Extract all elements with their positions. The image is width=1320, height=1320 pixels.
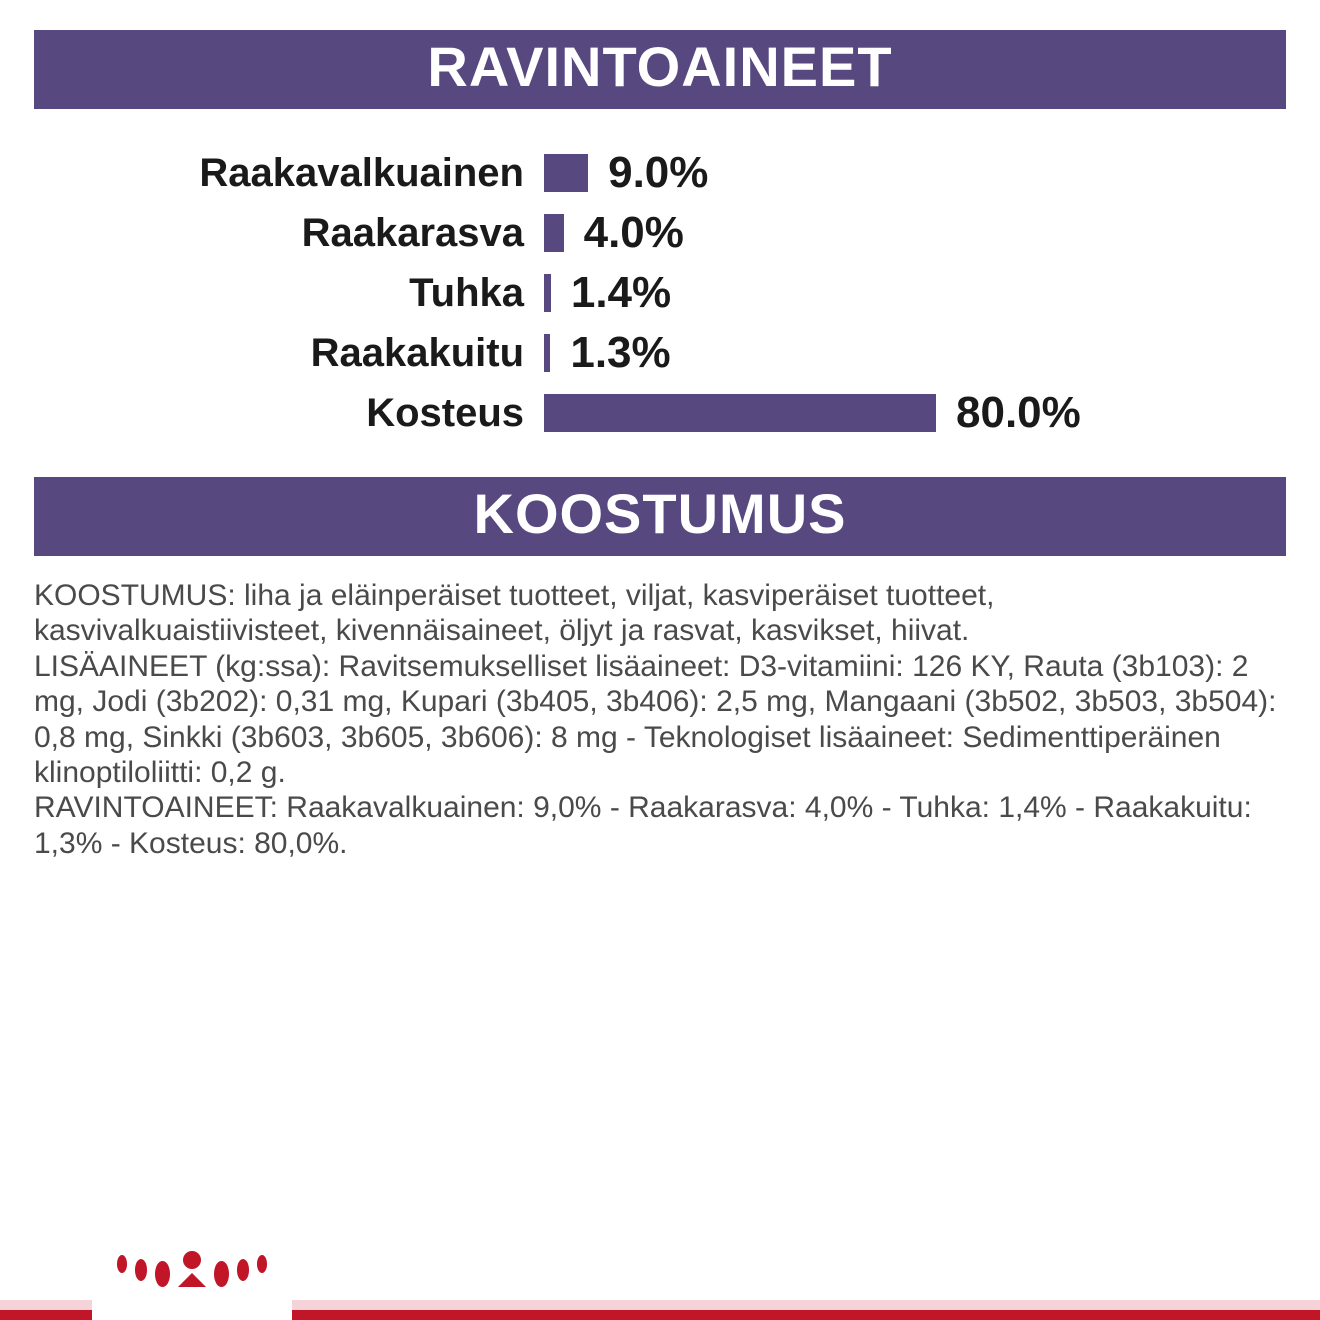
bar-wrap: 1.3% — [544, 323, 1286, 383]
nutrient-value: 4.0% — [584, 208, 684, 258]
nutrient-value: 1.4% — [571, 268, 671, 318]
composition-line: RAVINTOAINEET: Raakavalkuainen: 9,0% - R… — [34, 790, 1286, 861]
footer — [0, 1175, 1320, 1320]
nutrient-row: Raakarasva 4.0% — [34, 203, 1286, 263]
nutrient-label: Tuhka — [34, 271, 544, 316]
crown-orb — [117, 1255, 127, 1273]
nutrient-value: 9.0% — [608, 148, 708, 198]
composition-line: LISÄAINEET (kg:ssa): Ravitsemukselliset … — [34, 649, 1286, 791]
nutrient-row: Kosteus 80.0% — [34, 383, 1286, 443]
nutrient-bar — [544, 394, 936, 432]
bar-wrap: 9.0% — [544, 143, 1286, 203]
nutrient-label: Kosteus — [34, 391, 544, 436]
composition-header: KOOSTUMUS — [34, 477, 1286, 556]
crown-orb — [135, 1259, 147, 1281]
crown-icon — [117, 1217, 267, 1287]
nutrient-bar — [544, 274, 551, 312]
nutrient-value: 80.0% — [956, 388, 1081, 438]
composition-text: KOOSTUMUS: liha ja eläinperäiset tuottee… — [34, 578, 1286, 861]
crown-orb — [155, 1261, 170, 1287]
nutrients-header: RAVINTOAINEET — [34, 30, 1286, 109]
nutrient-bar — [544, 334, 550, 372]
brand-logo — [92, 1175, 292, 1320]
composition-line: KOOSTUMUS: liha ja eläinperäiset tuottee… — [34, 578, 1286, 649]
nutrient-row: Raakavalkuainen 9.0% — [34, 143, 1286, 203]
nutrient-bar — [544, 214, 564, 252]
crown-center — [178, 1251, 206, 1287]
page: RAVINTOAINEET Raakavalkuainen9.0%Raakara… — [0, 0, 1320, 1320]
crown-orb — [237, 1259, 249, 1281]
bar-wrap: 4.0% — [544, 203, 1286, 263]
nutrient-label: Raakavalkuainen — [34, 151, 544, 196]
bar-wrap: 1.4% — [544, 263, 1286, 323]
crown-orb — [257, 1255, 267, 1273]
crown-point — [178, 1273, 206, 1287]
nutrient-value: 1.3% — [570, 328, 670, 378]
nutrient-row: Tuhka 1.4% — [34, 263, 1286, 323]
nutrient-row: Raakakuitu 1.3% — [34, 323, 1286, 383]
crown-top — [183, 1251, 201, 1269]
nutrient-label: Raakarasva — [34, 211, 544, 256]
nutrient-label: Raakakuitu — [34, 331, 544, 376]
nutrients-bar-chart: Raakavalkuainen 9.0% Raakarasva 4.0% Tuhka 1.… — [34, 143, 1286, 443]
crown-orb — [214, 1261, 229, 1287]
bar-wrap: 80.0% — [544, 383, 1286, 443]
nutrient-bar — [544, 154, 588, 192]
